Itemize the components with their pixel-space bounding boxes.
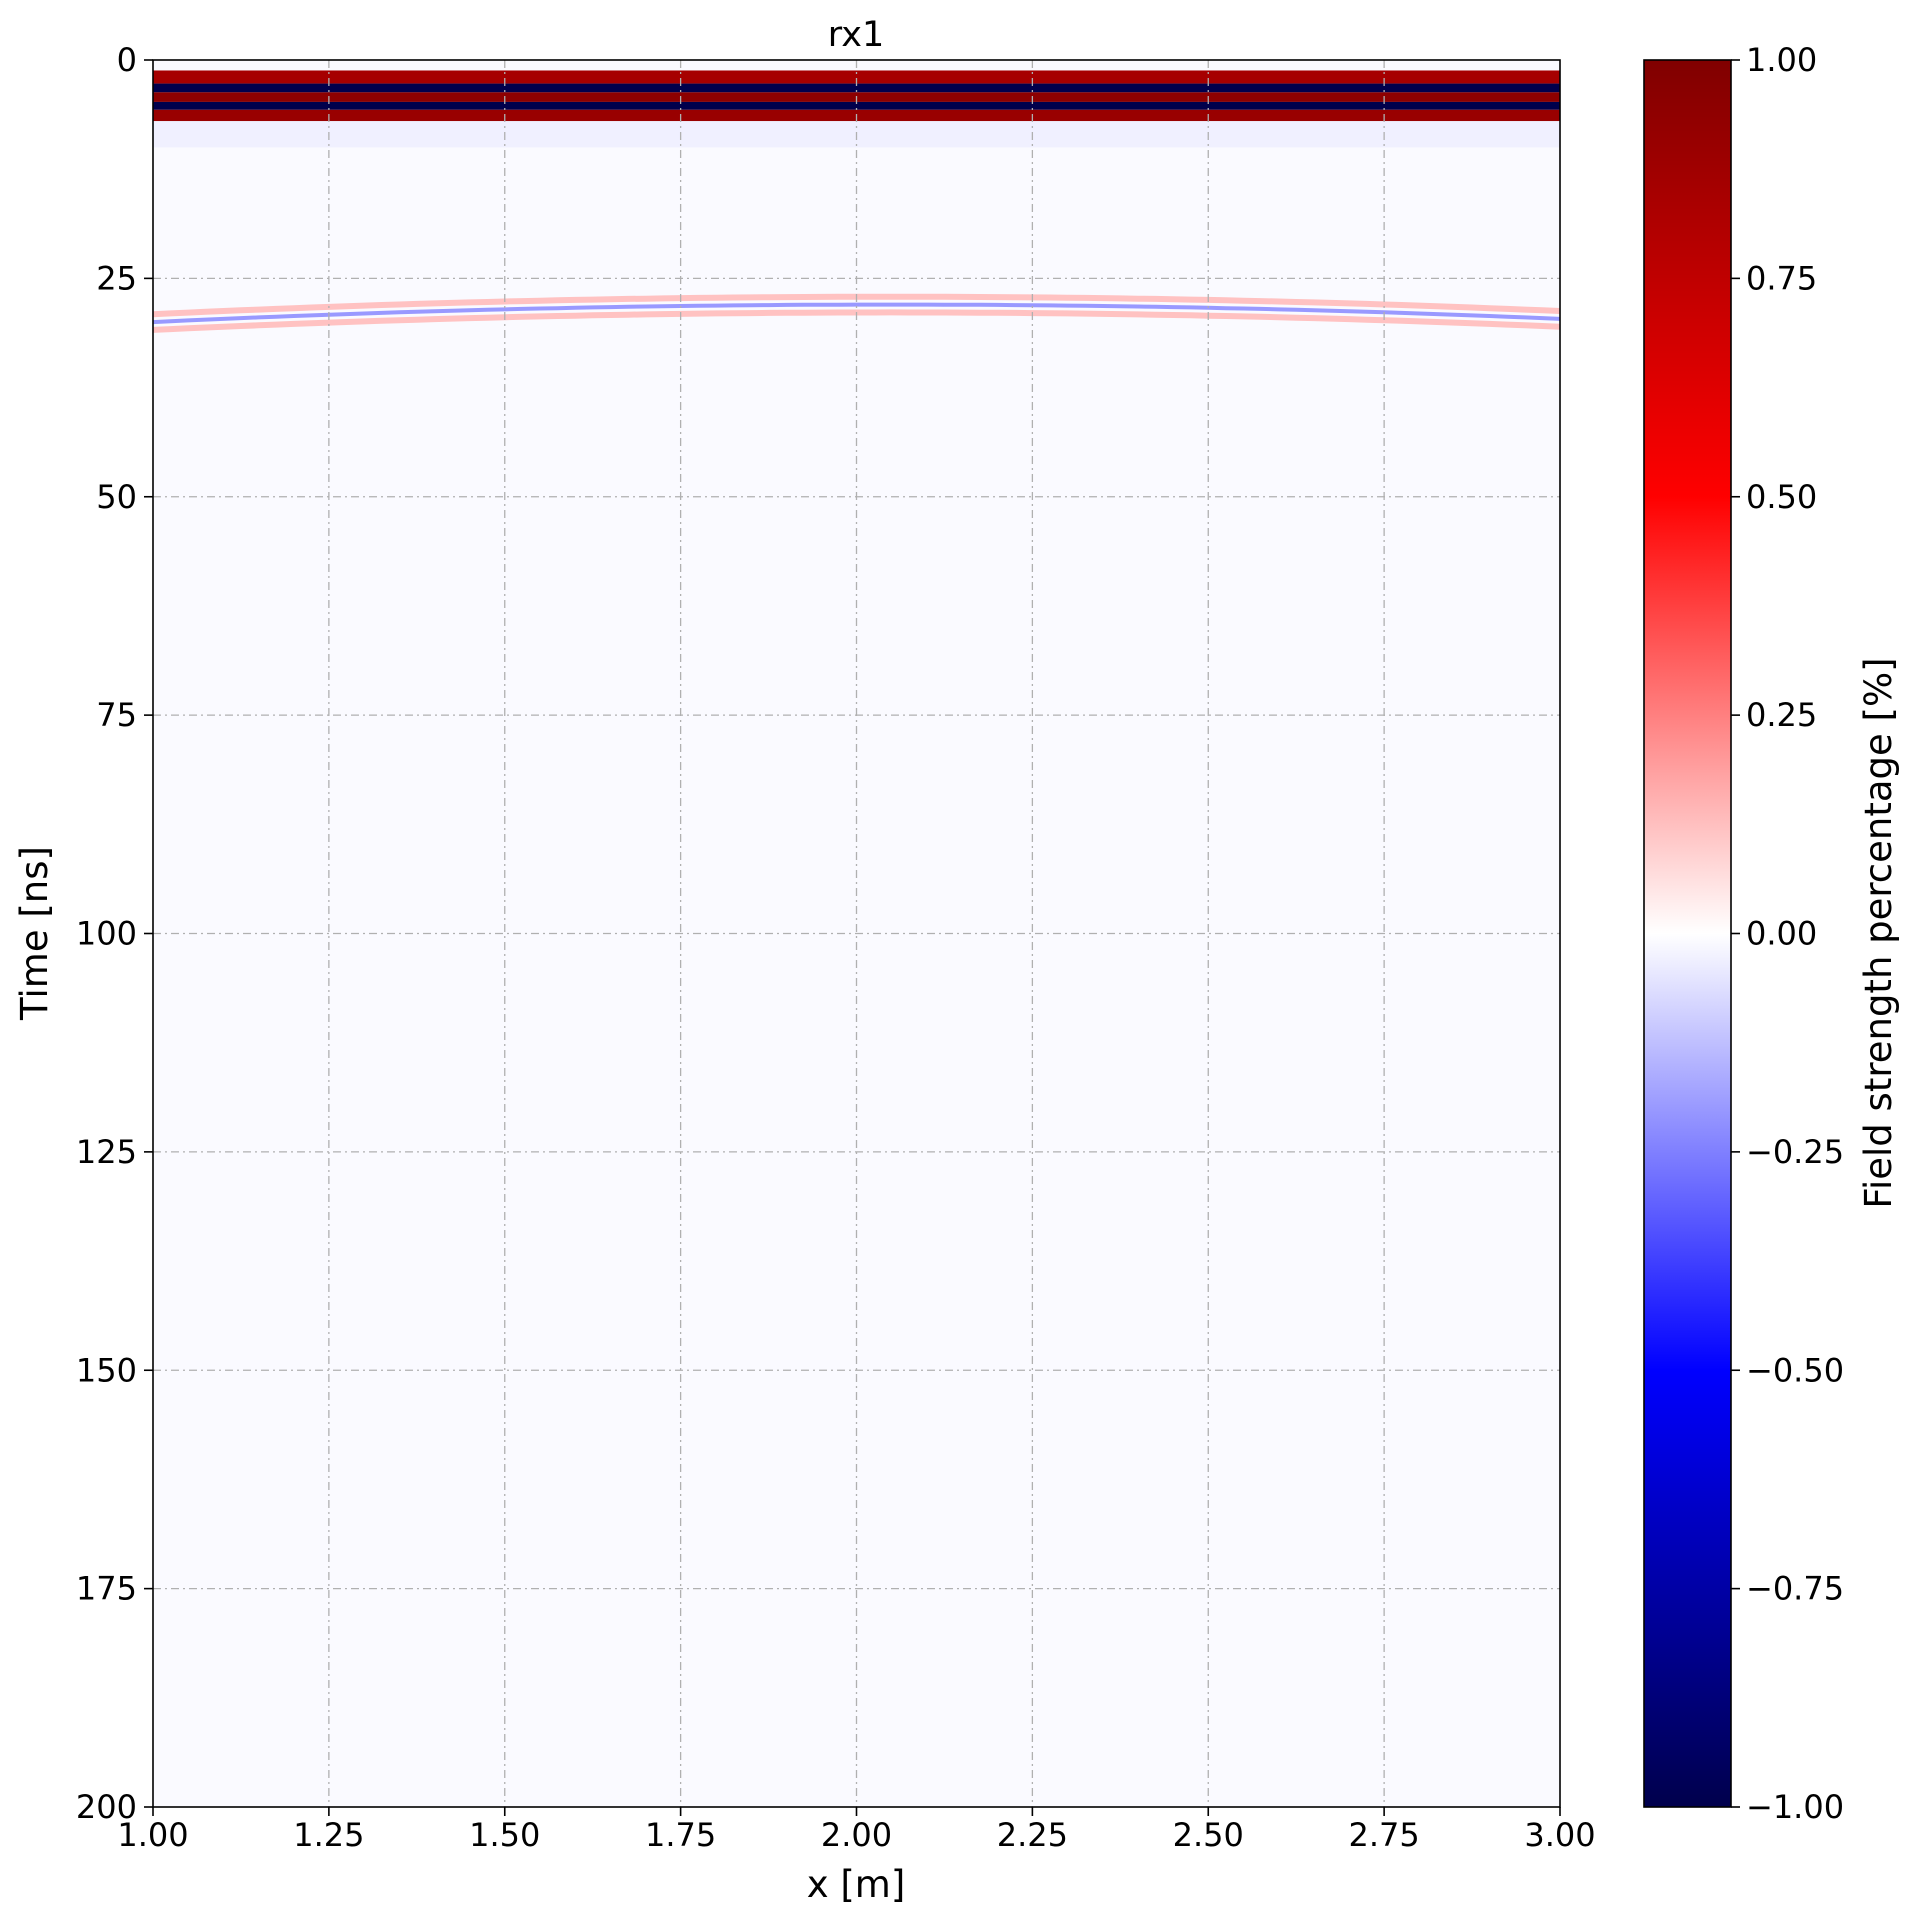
direct-wave-band-3 — [153, 101, 1560, 110]
x-tick-label: 1.75 — [645, 1816, 716, 1854]
grid-lines — [153, 60, 1560, 1807]
x-tick-label: 3.00 — [1524, 1816, 1595, 1854]
colorbar-label: Field strength percentage [%] — [1857, 657, 1900, 1208]
y-tick-label: 25 — [96, 259, 137, 297]
y-tick-label: 200 — [76, 1788, 137, 1826]
x-axis-label: x [m] — [807, 1863, 906, 1906]
colorbar-tick-label: −0.75 — [1746, 1570, 1844, 1608]
x-tick-label: 2.50 — [1173, 1816, 1244, 1854]
colorbar-tick-label: 0.75 — [1746, 259, 1817, 297]
y-tick-label: 0 — [117, 41, 137, 79]
colorbar-tick-label: 0.50 — [1746, 478, 1817, 516]
y-tick-label: 175 — [76, 1570, 137, 1608]
colorbar-tick-label: −0.25 — [1746, 1133, 1844, 1171]
chart-title: rx1 — [828, 15, 884, 55]
x-axis-ticks: 1.00 1.25 1.50 1.75 2.00 2.25 2.50 2.75 3.00 — [117, 1807, 1596, 1854]
colorbar-tick-label: 1.00 — [1746, 41, 1817, 79]
y-tick-label: 75 — [96, 696, 137, 734]
y-axis-ticks: 0 25 50 75 100 125 150 175 200 — [76, 41, 153, 1826]
colorbar-ticks: 1.00 0.75 0.50 0.25 0.00 −0.25 −0.50 −0.75 −1.00 — [1731, 41, 1844, 1826]
y-tick-label: 100 — [76, 915, 137, 953]
x-tick-label: 2.25 — [997, 1816, 1068, 1854]
x-tick-label: 1.50 — [469, 1816, 540, 1854]
y-axis-label: Time [ns] — [13, 846, 56, 1021]
colorbar-tick-label: 0.00 — [1746, 915, 1817, 953]
colorbar-tick-label: 0.25 — [1746, 696, 1817, 734]
y-tick-label: 125 — [76, 1133, 137, 1171]
x-tick-label: 1.00 — [117, 1816, 188, 1854]
colorbar-tick-label: −0.50 — [1746, 1351, 1844, 1389]
reflection-hyperbola — [153, 302, 1560, 325]
y-tick-label: 50 — [96, 478, 137, 516]
colorbar-tick-label: −1.00 — [1746, 1788, 1844, 1826]
x-tick-label: 2.00 — [821, 1816, 892, 1854]
x-tick-label: 2.75 — [1349, 1816, 1420, 1854]
x-tick-label: 1.25 — [293, 1816, 364, 1854]
colorbar — [1643, 59, 1732, 1808]
direct-wave-band-1 — [153, 83, 1560, 93]
y-tick-label: 150 — [76, 1351, 137, 1389]
